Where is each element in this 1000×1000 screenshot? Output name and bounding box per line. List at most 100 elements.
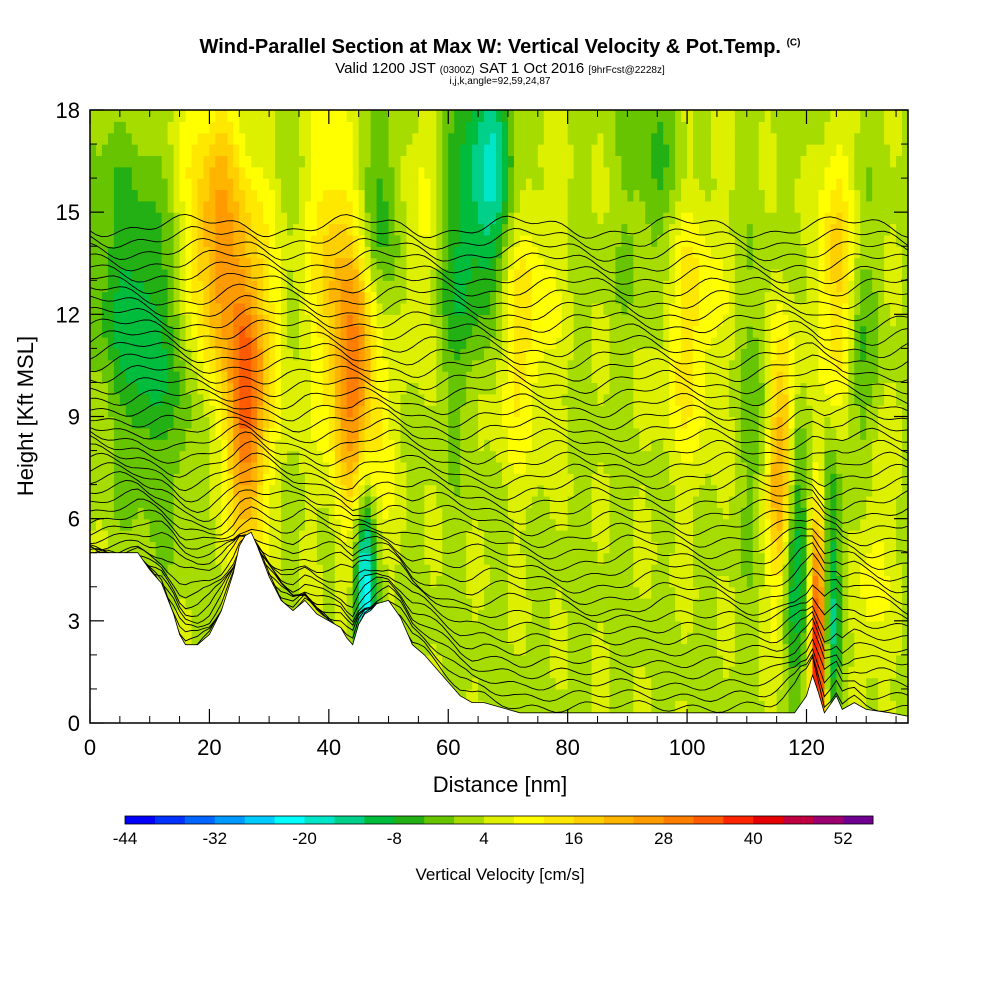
velocity-cell: [412, 348, 419, 361]
velocity-cell: [191, 200, 199, 213]
velocity-cell: [370, 405, 378, 418]
velocity-cell: [382, 507, 390, 520]
velocity-cell: [245, 337, 252, 349]
velocity-cell: [537, 416, 545, 429]
velocity-cell: [597, 620, 605, 633]
velocity-cell: [263, 178, 270, 191]
velocity-cell: [119, 450, 127, 463]
velocity-cell: [615, 564, 622, 577]
velocity-cell: [293, 166, 300, 179]
velocity-cell: [364, 371, 372, 384]
velocity-cell: [418, 632, 425, 645]
velocity-cell: [263, 461, 270, 474]
velocity-cell: [501, 632, 509, 645]
velocity-cell: [209, 291, 216, 304]
velocity-cell: [245, 314, 252, 327]
velocity-cell: [334, 223, 342, 236]
velocity-cell: [573, 564, 581, 577]
velocity-cell: [131, 450, 139, 463]
velocity-cell: [119, 110, 127, 122]
velocity-cell: [513, 700, 521, 713]
velocity-cell: [621, 223, 628, 236]
velocity-cell: [579, 484, 587, 497]
velocity-cell: [609, 473, 617, 486]
velocity-cell: [185, 541, 193, 554]
velocity-cell: [531, 268, 539, 281]
velocity-cell: [507, 257, 515, 270]
velocity-cell: [358, 507, 366, 520]
velocity-cell: [161, 212, 169, 225]
velocity-cell: [621, 598, 628, 611]
velocity-cell: [454, 121, 461, 134]
velocity-cell: [334, 427, 342, 440]
velocity-cell: [412, 132, 419, 145]
velocity-cell: [513, 382, 521, 395]
velocity-cell: [531, 144, 539, 157]
velocity-cell: [143, 393, 151, 406]
velocity-cell: [549, 473, 557, 486]
velocity-cell: [215, 495, 222, 508]
velocity-cell: [119, 144, 127, 157]
velocity-cell: [221, 518, 228, 531]
velocity-cell: [442, 461, 449, 474]
velocity-cell: [370, 473, 378, 486]
velocity-cell: [579, 234, 587, 247]
velocity-cell: [251, 371, 258, 384]
velocity-cell: [239, 223, 246, 236]
velocity-cell: [400, 166, 408, 179]
velocity-cell: [579, 405, 587, 418]
velocity-cell: [585, 700, 593, 713]
velocity-cell: [298, 405, 306, 418]
velocity-cell: [585, 473, 593, 486]
velocity-cell: [101, 257, 109, 270]
velocity-cell: [627, 586, 634, 599]
velocity-cell: [179, 473, 187, 486]
velocity-cell: [549, 427, 557, 440]
velocity-cell: [137, 132, 145, 145]
velocity-cell: [543, 677, 551, 690]
velocity-cell: [203, 291, 211, 304]
velocity-cell: [388, 473, 396, 486]
velocity-cell: [496, 495, 503, 508]
velocity-cell: [227, 132, 234, 145]
velocity-cell: [275, 189, 282, 202]
velocity-cell: [269, 121, 276, 134]
velocity-cell: [525, 541, 533, 554]
velocity-cell: [478, 552, 485, 565]
velocity-cell: [364, 439, 372, 452]
velocity-cell: [460, 632, 467, 645]
velocity-cell: [251, 178, 258, 191]
velocity-cell: [167, 507, 175, 520]
velocity-cell: [466, 518, 473, 531]
velocity-cell: [567, 302, 575, 315]
velocity-cell: [555, 246, 563, 259]
velocity-cell: [507, 200, 515, 213]
velocity-cell: [460, 291, 467, 304]
velocity-cell: [352, 393, 360, 406]
velocity-cell: [358, 405, 366, 418]
velocity-cell: [281, 246, 288, 259]
velocity-cell: [460, 518, 467, 531]
velocity-cell: [543, 359, 551, 372]
velocity-cell: [364, 325, 372, 338]
velocity-cell: [191, 314, 199, 327]
velocity-cell: [609, 461, 617, 474]
velocity-cell: [507, 700, 515, 713]
velocity-cell: [478, 405, 485, 418]
velocity-cell: [472, 302, 479, 315]
velocity-cell: [549, 609, 557, 622]
velocity-cell: [633, 302, 640, 315]
velocity-cell: [627, 280, 634, 293]
velocity-cell: [125, 541, 133, 554]
velocity-cell: [95, 393, 103, 406]
velocity-cell: [155, 223, 163, 236]
velocity-cell: [364, 268, 372, 281]
velocity-cell: [615, 643, 622, 656]
velocity-cell: [472, 450, 479, 463]
velocity-cell: [101, 450, 109, 463]
velocity-cell: [436, 110, 443, 122]
velocity-cell: [567, 609, 575, 622]
velocity-cell: [424, 518, 431, 531]
velocity-cell: [197, 461, 205, 474]
velocity-cell: [304, 359, 312, 372]
